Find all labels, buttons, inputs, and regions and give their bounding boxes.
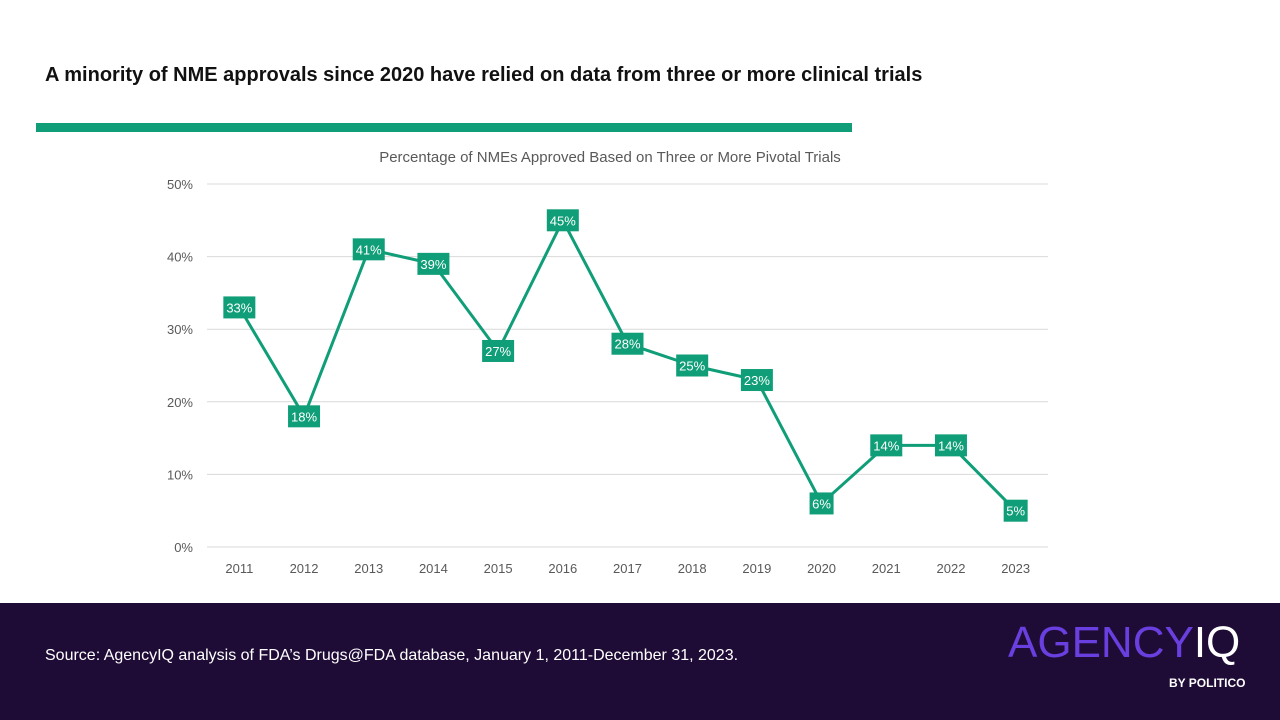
data-label-box [934, 434, 967, 457]
y-tick-label: 0% [174, 540, 193, 555]
y-tick-label: 10% [167, 467, 193, 482]
footer-band [0, 603, 1280, 720]
data-label: 18% [291, 409, 317, 424]
y-tick-label: 30% [167, 322, 193, 337]
data-label-box [223, 296, 256, 319]
y-tick-label: 20% [167, 395, 193, 410]
series-line [238, 218, 1017, 512]
data-label-box [352, 238, 385, 261]
data-label: 28% [614, 337, 640, 352]
data-label: 33% [226, 300, 252, 315]
data-point-2019: 23% [740, 369, 773, 392]
data-point-2017: 28% [611, 332, 644, 355]
data-label-box [288, 405, 321, 428]
data-point-2020: 6% [809, 492, 834, 515]
y-tick-label: 50% [167, 177, 193, 192]
data-label-box [809, 492, 834, 515]
line-chart: Percentage of NMEs Approved Based on Thr… [167, 149, 1048, 576]
x-tick-label: 2011 [225, 561, 253, 576]
data-label-box [417, 252, 450, 275]
data-label-box [611, 332, 644, 355]
data-point-2023: 5% [1003, 499, 1028, 522]
logo-suffix: IQ [1193, 618, 1241, 667]
data-label: 39% [420, 257, 446, 272]
x-axis-labels: 2011 2012 2013 2014 2015 2016 2017 2018 2019 2020… [225, 561, 1030, 576]
data-point-2015: 27% [482, 339, 515, 362]
data-point-2011: 33% [223, 296, 256, 319]
data-label-box [676, 354, 709, 377]
logo-word: AGENCY [1008, 618, 1194, 667]
x-tick-label: 2017 [613, 561, 642, 576]
data-labels: 33% 18% 41% 39% 27% 45% 28% 25% 23% 6% 14% 14% 5% [223, 209, 1028, 522]
x-tick-label: 2023 [1001, 561, 1030, 576]
data-label: 14% [938, 438, 964, 453]
x-tick-label: 2014 [419, 561, 448, 576]
data-point-2022: 14% [934, 434, 967, 457]
agencyiq-logo: AGENCYIQ BY POLITICO [1008, 618, 1258, 698]
series-line-group [238, 218, 1017, 512]
data-point-2018: 25% [676, 354, 709, 377]
x-tick-label: 2016 [548, 561, 577, 576]
x-tick-label: 2015 [484, 561, 513, 576]
logo-wordmark: AGENCYIQ [1008, 618, 1240, 668]
x-tick-label: 2013 [354, 561, 383, 576]
data-label-box [740, 369, 773, 392]
data-label: 45% [550, 213, 576, 228]
data-point-2016: 45% [546, 209, 579, 232]
y-tick-label: 40% [167, 250, 193, 265]
data-label-box [1003, 499, 1028, 522]
data-label: 23% [744, 373, 770, 388]
data-label-box [482, 339, 515, 362]
data-point-2021: 14% [870, 434, 903, 457]
data-label: 25% [679, 359, 705, 374]
data-label-box [546, 209, 579, 232]
source-note: Source: AgencyIQ analysis of FDA’s Drugs… [45, 647, 739, 664]
data-point-2013: 41% [352, 238, 385, 261]
data-label: 5% [1006, 504, 1025, 519]
y-axis-labels: 0% 10% 20% 30% 40% 50% [167, 177, 193, 555]
data-point-2014: 39% [417, 252, 450, 275]
chart-title: Percentage of NMEs Approved Based on Thr… [379, 149, 841, 166]
x-tick-label: 2021 [872, 561, 901, 576]
x-tick-label: 2020 [807, 561, 836, 576]
x-tick-label: 2022 [937, 561, 966, 576]
data-label: 27% [485, 344, 511, 359]
data-label: 14% [873, 438, 899, 453]
x-tick-label: 2018 [678, 561, 707, 576]
data-point-2012: 18% [288, 405, 321, 428]
accent-bar [36, 123, 852, 132]
logo-byline: BY POLITICO [1169, 676, 1246, 690]
data-label: 6% [812, 496, 831, 511]
x-tick-label: 2019 [742, 561, 771, 576]
gridlines [207, 183, 1048, 548]
x-tick-label: 2012 [290, 561, 319, 576]
data-label: 41% [356, 242, 382, 257]
headline: A minority of NME approvals since 2020 h… [45, 64, 923, 86]
data-label-box [870, 434, 903, 457]
